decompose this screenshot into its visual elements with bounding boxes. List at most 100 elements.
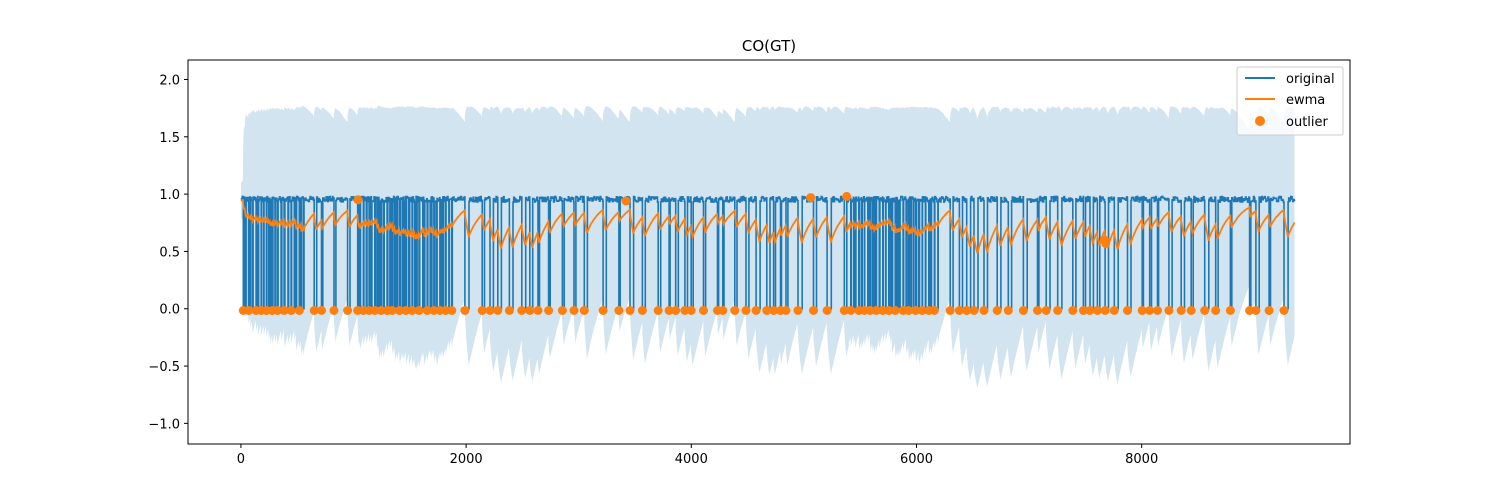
outlier-point xyxy=(945,306,955,315)
outlier-point xyxy=(653,306,663,315)
outlier-point xyxy=(741,306,751,315)
outlier-point xyxy=(1251,306,1261,315)
outlier-point xyxy=(447,306,457,315)
x-tick-label: 0 xyxy=(237,452,245,467)
outlier-point xyxy=(762,306,772,315)
y-tick-label: −1.0 xyxy=(148,417,180,432)
outlier-point xyxy=(329,306,339,315)
outlier-point xyxy=(1164,306,1174,315)
outlier-point xyxy=(273,306,282,315)
outlier-point xyxy=(1264,306,1274,315)
outlier-point xyxy=(890,306,900,315)
outlier-point xyxy=(1068,306,1078,315)
y-tick-label: 0.5 xyxy=(159,245,180,260)
x-tick-label: 8000 xyxy=(1125,452,1158,467)
outlier-point xyxy=(1100,306,1110,315)
outlier-point xyxy=(460,306,470,315)
outlier-point xyxy=(244,306,254,315)
outlier-point xyxy=(1245,306,1255,315)
outlier-point xyxy=(1279,306,1289,315)
outlier-point xyxy=(294,306,304,315)
std-band-area xyxy=(240,105,1295,388)
outlier-point xyxy=(1153,306,1162,315)
outlier-point xyxy=(1033,306,1042,315)
outlier-point xyxy=(569,306,579,315)
outlier-point xyxy=(422,306,432,315)
outlier-point xyxy=(407,306,417,315)
outlier-point xyxy=(664,306,674,315)
x-tick-label: 4000 xyxy=(675,452,708,467)
outlier-point xyxy=(286,306,296,315)
outlier-point xyxy=(1137,306,1147,315)
outlier-point xyxy=(822,306,832,315)
outlier-point xyxy=(1101,238,1111,248)
outlier-point xyxy=(1176,306,1186,315)
x-tick-label: 6000 xyxy=(900,452,933,467)
legend: original ewma outlier xyxy=(1236,66,1344,136)
outlier-point xyxy=(544,306,554,315)
outlier-point xyxy=(1200,306,1210,315)
outlier-point xyxy=(485,306,495,315)
outlier-point xyxy=(842,191,852,201)
outlier-point xyxy=(598,306,608,315)
outlier-point xyxy=(517,306,527,315)
outlier-point xyxy=(917,306,927,315)
outlier-point xyxy=(806,193,816,203)
outlier-point xyxy=(1085,306,1095,315)
outlier-point xyxy=(769,306,779,315)
outlier-point xyxy=(317,306,326,315)
ewma-line xyxy=(240,198,1296,254)
outlier-point xyxy=(1078,306,1088,315)
chart-title: CO(GT) xyxy=(742,37,796,55)
outlier-point xyxy=(809,306,818,315)
outlier-point xyxy=(614,306,624,315)
y-tick-label: 1.5 xyxy=(159,131,180,146)
outlier-point xyxy=(846,306,856,315)
outlier-point xyxy=(387,306,397,315)
outlier-point xyxy=(621,196,631,206)
outlier-series xyxy=(238,191,1289,315)
outlier-point xyxy=(871,306,881,315)
outlier-point xyxy=(718,306,728,315)
outlier-point xyxy=(279,306,289,315)
outlier-point xyxy=(414,306,424,315)
outlier-point xyxy=(395,306,404,315)
outlier-point xyxy=(969,306,979,315)
outlier-point xyxy=(1003,306,1013,315)
outlier-point xyxy=(370,306,380,315)
outlier-point xyxy=(954,306,964,315)
outlier-point xyxy=(1041,306,1051,315)
outlier-point xyxy=(353,195,363,205)
outlier-point xyxy=(477,306,487,315)
outlier-point xyxy=(680,306,690,315)
outlier-point xyxy=(557,306,567,315)
outlier-point xyxy=(1211,306,1221,315)
ewma-series xyxy=(240,198,1296,254)
outlier-point xyxy=(730,306,740,315)
outlier-point xyxy=(493,306,503,315)
original-line xyxy=(240,195,1296,310)
y-tick-label: 2.0 xyxy=(159,73,180,88)
y-tick-label: 1.0 xyxy=(159,188,180,203)
outlier-point xyxy=(671,306,681,315)
y-tick-label: −0.5 xyxy=(148,360,180,375)
outlier-point xyxy=(962,306,972,315)
outlier-point xyxy=(401,306,411,315)
outlier-point xyxy=(865,306,875,315)
outlier-point xyxy=(1186,306,1196,315)
outlier-point xyxy=(625,306,635,315)
outlier-point xyxy=(1053,306,1063,315)
outlier-point xyxy=(441,306,451,315)
legend-original-label: original xyxy=(1286,72,1335,87)
outlier-point xyxy=(911,306,921,315)
outlier-point xyxy=(309,306,319,315)
outlier-point xyxy=(533,306,543,315)
outlier-point xyxy=(686,306,696,315)
x-axis: 0 2000 4000 6000 8000 xyxy=(237,444,1158,467)
std-band xyxy=(240,105,1295,388)
outlier-point xyxy=(579,306,589,315)
legend-ewma-label: ewma xyxy=(1286,93,1325,108)
outlier-point xyxy=(1123,306,1132,315)
